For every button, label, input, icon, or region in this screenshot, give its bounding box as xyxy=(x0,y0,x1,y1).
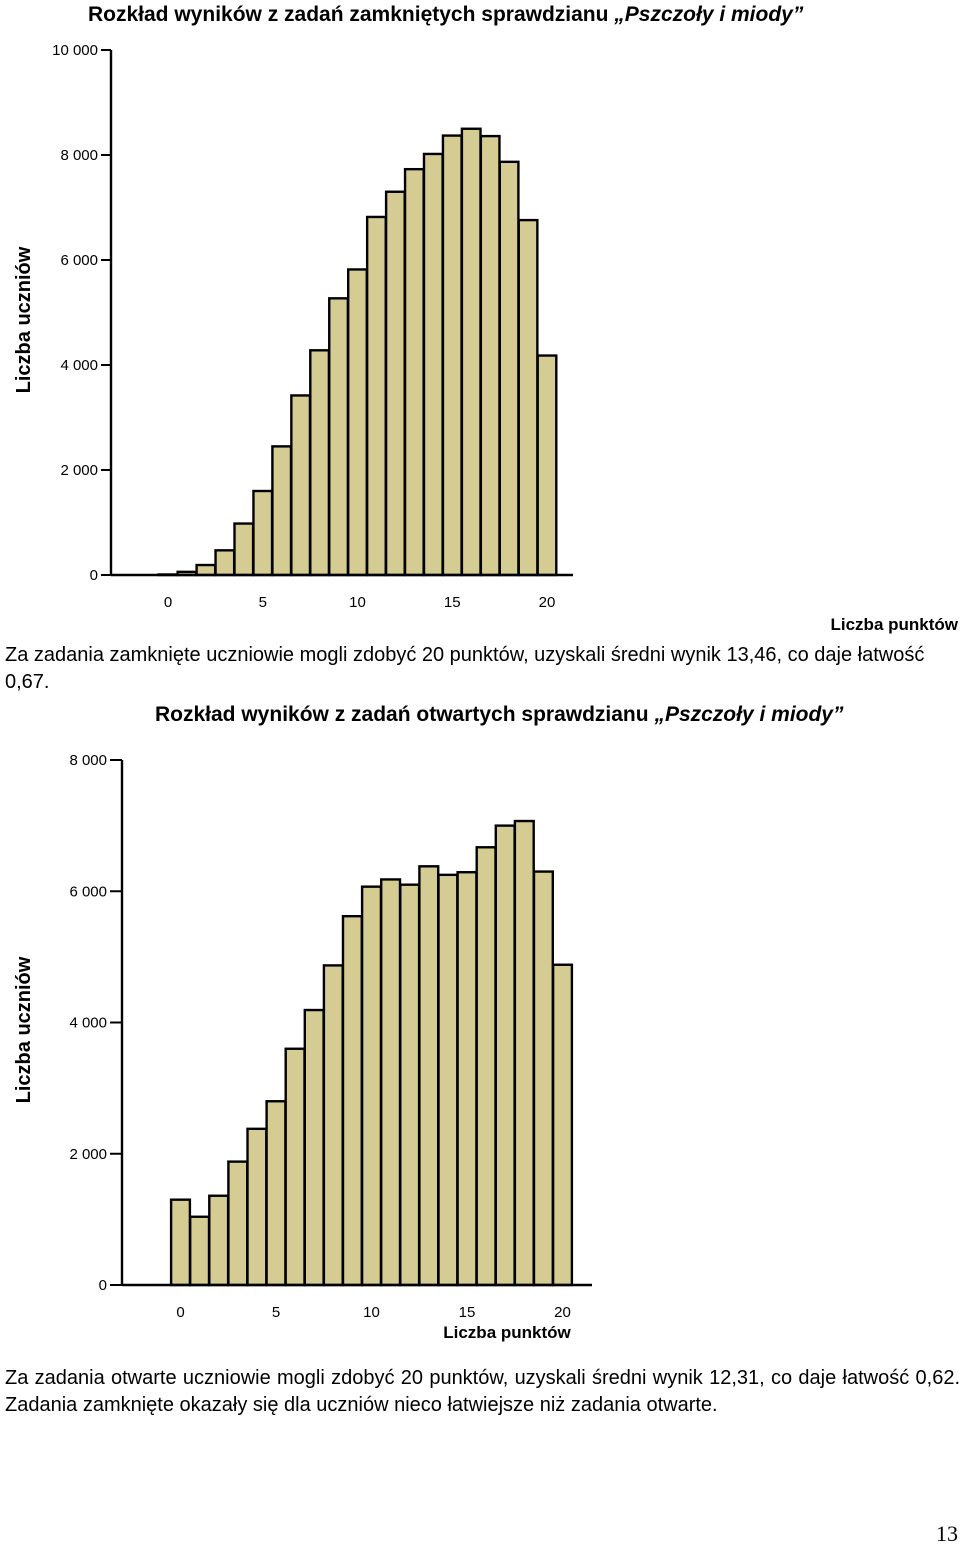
chart1-bar xyxy=(536,354,558,577)
chart1-bar xyxy=(365,215,387,577)
chart1-bar xyxy=(441,134,463,577)
chart1-bar xyxy=(479,134,501,577)
chart1-title-italic: „Pszczoły i miody” xyxy=(614,3,804,26)
chart2-bar xyxy=(456,871,478,1287)
chart2-y-axis-title: Liczba uczniów xyxy=(13,956,35,1103)
chart2-x-tick-label: 20 xyxy=(554,1304,571,1321)
chart2-bar xyxy=(265,1100,287,1287)
chart1-y-axis-title: Liczba uczniów xyxy=(13,246,35,393)
chart2-bar xyxy=(322,964,344,1287)
chart1-bar xyxy=(403,167,425,577)
chart1-bar xyxy=(252,489,274,577)
chart2-x-tick-label: 10 xyxy=(363,1304,380,1321)
chart1-y-tick-label: 2 000 xyxy=(60,462,98,479)
chart1-bar xyxy=(195,563,217,577)
chart2-y-tick-label: 6 000 xyxy=(69,883,107,900)
chart2-x-tick-label: 5 xyxy=(272,1304,280,1321)
chart2-bar xyxy=(399,883,421,1287)
chart1-y-tick-label: 8 000 xyxy=(60,147,98,164)
chart2-x-axis-title: Liczba punktów xyxy=(443,1323,571,1342)
chart1-x-tick-label: 20 xyxy=(539,594,556,611)
chart2-bar xyxy=(380,878,402,1287)
chart2-bar xyxy=(246,1127,268,1287)
chart1-bar xyxy=(422,152,444,577)
chart1-y-tick-label: 0 xyxy=(90,567,98,584)
chart2-bar xyxy=(532,870,554,1287)
chart2-title: Rozkład wyników z zadań otwartych sprawd… xyxy=(155,703,844,727)
paragraph-closed-tasks: Za zadania zamknięte uczniowie mogli zdo… xyxy=(5,644,925,693)
chart2-x-tick-label: 15 xyxy=(459,1304,476,1321)
chart2-x-tick-label: 0 xyxy=(176,1304,184,1321)
chart2-bar xyxy=(494,824,516,1287)
chart1-x-tick-label: 5 xyxy=(259,594,267,611)
chart1-y-tick-label: 6 000 xyxy=(60,252,98,269)
chart2-bar xyxy=(303,1008,325,1287)
chart2-bar xyxy=(551,963,574,1287)
chart1-bar xyxy=(290,394,312,577)
chart2-bar xyxy=(437,873,459,1287)
chart2-y-tick-label: 0 xyxy=(99,1277,107,1294)
chart1-bar xyxy=(384,190,406,577)
chart2-bar xyxy=(188,1215,211,1287)
chart2-bar xyxy=(284,1047,306,1287)
chart1-x-axis-title: Liczba punktów xyxy=(831,615,959,634)
paragraph-open-tasks: Za zadania otwarte uczniowie mogli zdoby… xyxy=(5,1367,960,1416)
chart1-x-tick-label: 0 xyxy=(164,594,172,611)
chart2-y-tick-label: 2 000 xyxy=(69,1146,107,1163)
chart1-bar xyxy=(498,160,520,577)
chart2-bar xyxy=(418,865,440,1287)
chart1-bar xyxy=(517,218,539,577)
chart1-title: Rozkład wyników z zadań zamkniętych spra… xyxy=(88,3,803,27)
chart1-bar xyxy=(214,549,236,577)
chart2-y-tick-label: 4 000 xyxy=(69,1015,107,1032)
chart2-bar xyxy=(169,1198,192,1287)
chart2-bar xyxy=(513,819,535,1287)
chart1: 0 2 000 4 000 6 000 8 000 10 000 0 5 10 15 20 Liczb… xyxy=(13,42,959,634)
chart1-bar xyxy=(271,445,293,577)
chart2-bar xyxy=(475,846,497,1287)
chart1-y-tick-label: 10 000 xyxy=(52,42,98,59)
chart2-title-italic: „Pszczoły i miody” xyxy=(654,703,844,726)
chart1-title-text: Rozkład wyników z zadań zamkniętych spra… xyxy=(88,3,615,26)
chart1-y-tick-label: 4 000 xyxy=(60,357,98,374)
chart2-y-tick-label: 8 000 xyxy=(69,752,107,769)
chart1-bar xyxy=(460,127,482,577)
chart1-bar xyxy=(309,349,331,577)
page-number: 13 xyxy=(936,1521,958,1546)
chart2-bar xyxy=(341,914,363,1287)
chart2-title-text: Rozkład wyników z zadań otwartych sprawd… xyxy=(155,703,655,726)
chart2-bar xyxy=(208,1194,230,1287)
chart1-bar xyxy=(233,522,255,577)
chart2: 0 2 000 4 000 6 000 8 000 0 5 10 15 20 Liczba uczn… xyxy=(13,752,592,1342)
chart2-bar xyxy=(227,1160,249,1287)
chart1-x-tick-label: 10 xyxy=(349,594,366,611)
chart2-bar xyxy=(360,885,383,1287)
chart1-bar xyxy=(347,268,369,577)
chart1-bar xyxy=(328,297,350,577)
chart1-x-tick-label: 15 xyxy=(444,594,461,611)
